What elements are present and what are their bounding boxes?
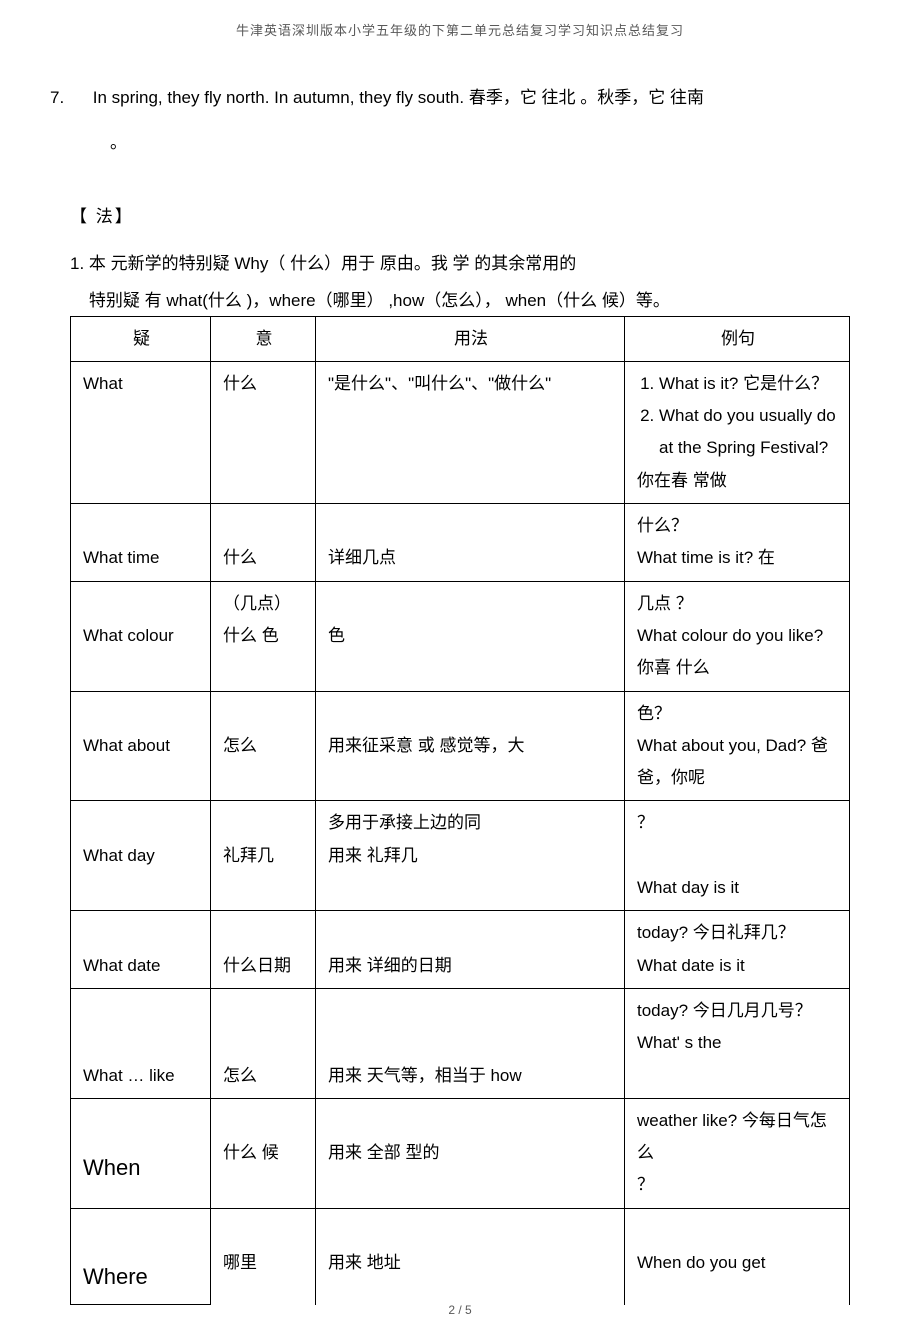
cell-question: What [71, 361, 211, 503]
intro-line-1: 本 元新学的特别疑 Why（ 什么）用于 原由。我 学 的其余常用的 [89, 254, 576, 273]
th-example: 例句 [625, 316, 850, 361]
cell-meaning: 怎么 [211, 691, 316, 801]
cell-usage: 色 [316, 581, 625, 691]
cell-usage: "是什么"、"叫什么"、"做什么" [316, 361, 625, 503]
intro-line-2: 特别疑 有 what(什么 )，where（哪里） ,how（怎么）， when… [89, 291, 670, 310]
table-row: What date 什么日期 用来 详细的日期 today? 今日礼拜几？Wha… [71, 911, 850, 989]
table-row: What 什么 "是什么"、"叫什么"、"做什么" What is it? 它是… [71, 361, 850, 503]
sentence-7-tail: 。 [70, 124, 850, 161]
grammar-section-title: 【 法】 [70, 202, 850, 227]
table-row: What time 什么 详细几点 什么？What time is it? 在 [71, 504, 850, 582]
cell-usage: 多用于承接上边的同用来 礼拜几 [316, 801, 625, 911]
table-row: What about 怎么 用来征采意 或 感觉等，大 色？What about… [71, 691, 850, 801]
table-row: What day 礼拜几 多用于承接上边的同用来 礼拜几 ？What day i… [71, 801, 850, 911]
cell-question: What day [71, 801, 211, 911]
cell-usage: 用来 地址 [316, 1208, 625, 1305]
cell-example: ？What day is it [625, 801, 850, 911]
page-header: 牛津英语深圳版本小学五年级的下第二单元总结复习学习知识点总结复习 [70, 20, 850, 39]
sentence-7-text: In spring, they fly north. In autumn, th… [93, 88, 704, 107]
cell-meaning: 什么日期 [211, 911, 316, 989]
cell-question: What about [71, 691, 211, 801]
cell-question: What colour [71, 581, 211, 691]
cell-example: today? 今日礼拜几？What date is it [625, 911, 850, 989]
table-header-row: 疑 意 用法 例句 [71, 316, 850, 361]
cell-question: What date [71, 911, 211, 989]
cell-meaning: 怎么 [211, 988, 316, 1098]
cell-example: 色？What about you, Dad? 爸爸，你呢 [625, 691, 850, 801]
cell-usage: 用来 天气等，相当于 how [316, 988, 625, 1098]
cell-usage: 详细几点 [316, 504, 625, 582]
th-question: 疑 [71, 316, 211, 361]
table-row: What … like 怎么 用来 天气等，相当于 how today? 今日几… [71, 988, 850, 1098]
cell-meaning: 什么 候 [211, 1098, 316, 1208]
cell-example: 几点 ？What colour do you like? 你喜 什么 [625, 581, 850, 691]
cell-meaning: 什么 [211, 504, 316, 582]
cell-question: What time [71, 504, 211, 582]
document-page: 牛津英语深圳版本小学五年级的下第二单元总结复习学习知识点总结复习 7. In s… [0, 0, 920, 1335]
page-footer: 2 / 5 [0, 1303, 920, 1317]
cell-example: What is it? 它是什么？What do you usually do … [625, 361, 850, 503]
cell-question: What … like [71, 988, 211, 1098]
grammar-table: 疑 意 用法 例句 What 什么 "是什么"、"叫什么"、"做什么" What… [70, 316, 850, 1306]
table-row: What colour （几点）什么 色 色 几点 ？What colour d… [71, 581, 850, 691]
th-usage: 用法 [316, 316, 625, 361]
cell-meaning: （几点）什么 色 [211, 581, 316, 691]
intro-number: 1. [70, 254, 84, 273]
cell-example: weather like? 今每日气怎么 ？ [625, 1098, 850, 1208]
cell-example: today? 今日几月几号？What' s the [625, 988, 850, 1098]
cell-usage: 用来 全部 型的 [316, 1098, 625, 1208]
cell-usage: 用来征采意 或 感觉等，大 [316, 691, 625, 801]
sentence-7-number: 7. [70, 79, 88, 116]
cell-question: Where [71, 1208, 211, 1305]
table-row: When 什么 候 用来 全部 型的 weather like? 今每日气怎么 … [71, 1098, 850, 1208]
grammar-intro: 1. 本 元新学的特别疑 Why（ 什么）用于 原由。我 学 的其余常用的 特别… [70, 245, 850, 320]
cell-meaning: 什么 [211, 361, 316, 503]
cell-question: When [71, 1098, 211, 1208]
th-meaning: 意 [211, 316, 316, 361]
cell-usage: 用来 详细的日期 [316, 911, 625, 989]
cell-meaning: 礼拜几 [211, 801, 316, 911]
cell-example: When do you get [625, 1208, 850, 1305]
cell-meaning: 哪里 [211, 1208, 316, 1305]
sentence-7: 7. In spring, they fly north. In autumn,… [70, 79, 850, 116]
cell-example: 什么？What time is it? 在 [625, 504, 850, 582]
table-row: Where 哪里 用来 地址 When do you get [71, 1208, 850, 1305]
